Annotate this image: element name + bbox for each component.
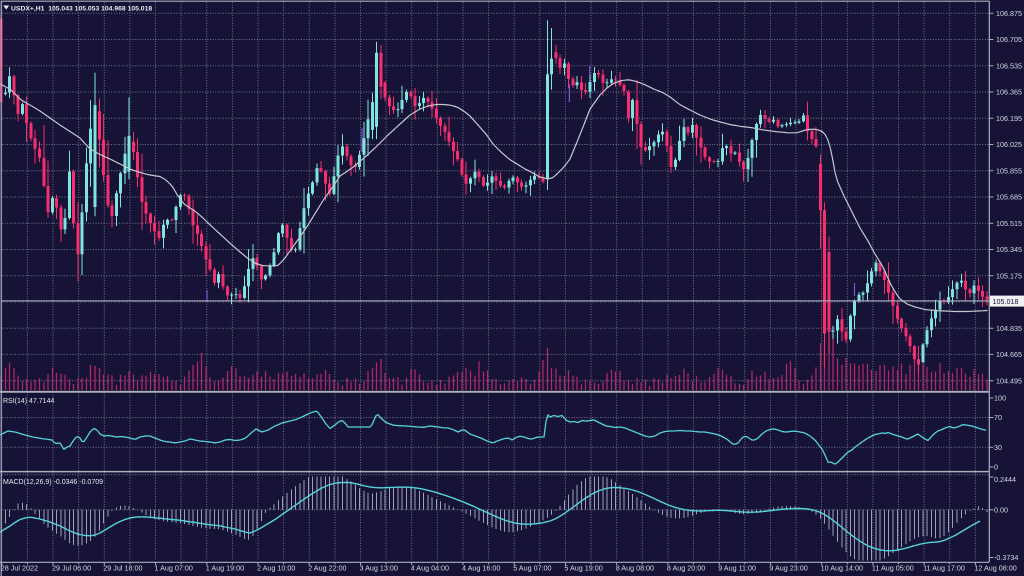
svg-text:106.535: 106.535 — [996, 61, 1022, 70]
svg-text:8 Aug 08:00: 8 Aug 08:00 — [616, 564, 654, 573]
svg-text:29 Jul 18:00: 29 Jul 18:00 — [103, 564, 142, 573]
svg-text:USDX+,H1 105.043 105.053 104.: USDX+,H1 105.043 105.053 104.968 105.018 — [11, 6, 152, 13]
svg-text:8 Aug 20:00: 8 Aug 20:00 — [667, 564, 705, 573]
svg-text:MACD(12,26,9) -0.0346 -0.0709: MACD(12,26,9) -0.0346 -0.0709 — [3, 479, 103, 486]
svg-text:70: 70 — [994, 413, 1002, 422]
svg-text:1 Aug 07:00: 1 Aug 07:00 — [155, 564, 193, 573]
svg-text:104.495: 104.495 — [996, 376, 1022, 385]
svg-text:29 Jul 06:00: 29 Jul 06:00 — [52, 564, 91, 573]
svg-text:28 Jul 2022: 28 Jul 2022 — [1, 564, 38, 573]
svg-text:104.835: 104.835 — [996, 324, 1022, 333]
svg-text:12 Aug 08:00: 12 Aug 08:00 — [974, 564, 1016, 573]
svg-text:104.665: 104.665 — [996, 350, 1022, 359]
svg-text:11 Aug 17:00: 11 Aug 17:00 — [923, 564, 965, 573]
svg-text:3 Aug 13:00: 3 Aug 13:00 — [360, 564, 398, 573]
svg-text:106.705: 106.705 — [996, 35, 1022, 44]
svg-text:105.018: 105.018 — [993, 297, 1019, 306]
svg-text:10 Aug 14:00: 10 Aug 14:00 — [821, 564, 863, 573]
svg-text:105.515: 105.515 — [996, 219, 1022, 228]
svg-text:9 Aug 11:00: 9 Aug 11:00 — [718, 564, 756, 573]
svg-text:0.2444: 0.2444 — [994, 475, 1016, 484]
svg-text:105.855: 105.855 — [996, 166, 1022, 175]
svg-text:9 Aug 23:00: 9 Aug 23:00 — [769, 564, 807, 573]
svg-text:106.365: 106.365 — [996, 88, 1022, 97]
svg-text:1 Aug 19:00: 1 Aug 19:00 — [206, 564, 244, 573]
svg-text:5 Aug 19:00: 5 Aug 19:00 — [564, 564, 602, 573]
svg-text:-0.3734: -0.3734 — [994, 553, 1018, 562]
svg-text:5 Aug 07:00: 5 Aug 07:00 — [513, 564, 551, 573]
svg-text:106.875: 106.875 — [996, 9, 1022, 18]
svg-text:105.685: 105.685 — [996, 193, 1022, 202]
svg-text:2 Aug 22:00: 2 Aug 22:00 — [308, 564, 346, 573]
svg-text:0.00: 0.00 — [994, 505, 1008, 514]
svg-text:30: 30 — [994, 443, 1002, 452]
svg-text:106.195: 106.195 — [996, 114, 1022, 123]
svg-text:2 Aug 10:00: 2 Aug 10:00 — [257, 564, 295, 573]
svg-text:106.025: 106.025 — [996, 140, 1022, 149]
svg-text:0: 0 — [994, 463, 998, 472]
svg-text:105.345: 105.345 — [996, 245, 1022, 254]
svg-text:4 Aug 16:00: 4 Aug 16:00 — [462, 564, 500, 573]
svg-text:RSI(14) 47.7144: RSI(14) 47.7144 — [3, 398, 54, 405]
svg-text:105.175: 105.175 — [996, 271, 1022, 280]
svg-text:11 Aug 05:00: 11 Aug 05:00 — [872, 564, 914, 573]
svg-text:100: 100 — [994, 394, 1006, 403]
svg-text:4 Aug 04:00: 4 Aug 04:00 — [411, 564, 449, 573]
